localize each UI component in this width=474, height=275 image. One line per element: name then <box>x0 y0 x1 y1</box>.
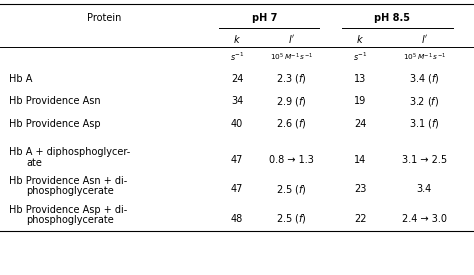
Text: $10^5\,M^{-1}\,s^{-1}$: $10^5\,M^{-1}\,s^{-1}$ <box>402 51 446 63</box>
Text: 2.6 ($\mathit{f}$): 2.6 ($\mathit{f}$) <box>276 117 307 130</box>
Text: 2.5 ($\mathit{f}$): 2.5 ($\mathit{f}$) <box>276 183 307 196</box>
Text: 24: 24 <box>354 119 366 129</box>
Text: 23: 23 <box>354 184 366 194</box>
Text: 13: 13 <box>354 74 366 84</box>
Text: $s^{-1}$: $s^{-1}$ <box>230 51 244 63</box>
Text: phosphoglycerate: phosphoglycerate <box>26 215 114 225</box>
Text: 24: 24 <box>231 74 243 84</box>
Text: $k$: $k$ <box>356 33 364 45</box>
Text: 2.4 → 3.0: 2.4 → 3.0 <box>402 214 447 224</box>
Text: Hb A: Hb A <box>9 74 33 84</box>
Text: 40: 40 <box>231 119 243 129</box>
Text: 48: 48 <box>231 214 243 224</box>
Text: 3.4 ($\mathit{f}$): 3.4 ($\mathit{f}$) <box>409 72 439 85</box>
Text: ate: ate <box>26 158 42 167</box>
Text: Hb Providence Asp + di-: Hb Providence Asp + di- <box>9 205 128 215</box>
Text: 3.4: 3.4 <box>417 184 432 194</box>
Text: 14: 14 <box>354 155 366 166</box>
Text: Hb Providence Asn + di-: Hb Providence Asn + di- <box>9 176 128 186</box>
Text: 19: 19 <box>354 96 366 106</box>
Text: Hb A + diphosphoglycer-: Hb A + diphosphoglycer- <box>9 147 131 157</box>
Text: $k$: $k$ <box>233 33 241 45</box>
Text: $10^5\,M^{-1}\,s^{-1}$: $10^5\,M^{-1}\,s^{-1}$ <box>270 51 313 63</box>
Text: pH 8.5: pH 8.5 <box>374 13 410 23</box>
Text: 47: 47 <box>231 184 243 194</box>
Text: 2.5 ($\mathit{f}$): 2.5 ($\mathit{f}$) <box>276 212 307 226</box>
Text: 22: 22 <box>354 214 366 224</box>
Text: 2.9 ($\mathit{f}$): 2.9 ($\mathit{f}$) <box>276 95 307 108</box>
Text: $l'$: $l'$ <box>288 33 295 45</box>
Text: pH 7: pH 7 <box>252 13 277 23</box>
Text: 47: 47 <box>231 155 243 166</box>
Text: phosphoglycerate: phosphoglycerate <box>26 186 114 196</box>
Text: Hb Providence Asn: Hb Providence Asn <box>9 96 101 106</box>
Text: 3.1 → 2.5: 3.1 → 2.5 <box>401 155 447 166</box>
Text: 34: 34 <box>231 96 243 106</box>
Text: Protein: Protein <box>87 13 121 23</box>
Text: $s^{-1}$: $s^{-1}$ <box>353 51 367 63</box>
Text: 0.8 → 1.3: 0.8 → 1.3 <box>269 155 314 166</box>
Text: Hb Providence Asp: Hb Providence Asp <box>9 119 101 129</box>
Text: 2.3 ($\mathit{f}$): 2.3 ($\mathit{f}$) <box>276 72 307 85</box>
Text: 3.2 ($\mathit{f}$): 3.2 ($\mathit{f}$) <box>409 95 439 108</box>
Text: 3.1 ($\mathit{f}$): 3.1 ($\mathit{f}$) <box>409 117 439 130</box>
Text: $l'$: $l'$ <box>420 33 428 45</box>
